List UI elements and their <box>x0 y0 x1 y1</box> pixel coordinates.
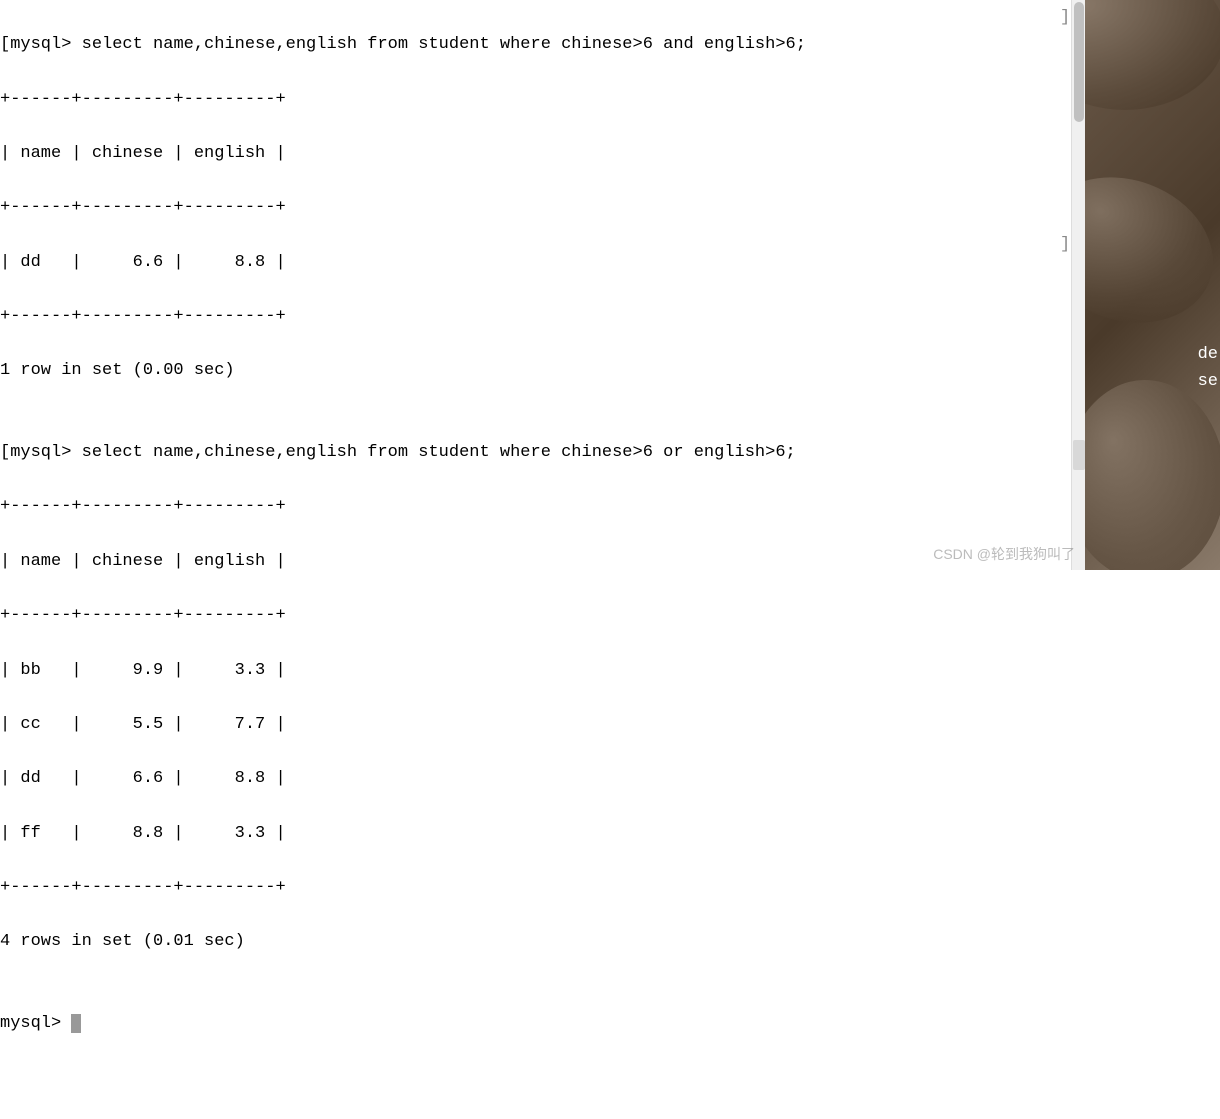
q1-header: | name | chinese | english | <box>0 140 1085 167</box>
background-panel: de se <box>1085 0 1220 570</box>
query2-line: [mysql> select name,chinese,english from… <box>0 439 1085 466</box>
prompt-open-bracket: [ <box>0 443 10 462</box>
q2-row: | dd | 6.6 | 8.8 | <box>0 765 1085 792</box>
q2-border-top: +------+---------+---------+ <box>0 493 1085 520</box>
q2-status: 4 rows in set (0.01 sec) <box>0 928 1085 955</box>
query2-sql: select name,chinese,english from student… <box>71 443 795 462</box>
prompt-open-bracket: [ <box>0 35 10 54</box>
close-bracket-icon: ] <box>1060 4 1070 31</box>
mysql-prompt: mysql> <box>10 35 71 54</box>
q1-row: | dd | 6.6 | 8.8 | <box>0 249 1085 276</box>
background-shape <box>1085 380 1220 570</box>
q2-row: | ff | 8.8 | 3.3 | <box>0 820 1085 847</box>
q1-border-top: +------+---------+---------+ <box>0 86 1085 113</box>
q2-border-bot: +------+---------+---------+ <box>0 874 1085 901</box>
query1-line: [mysql> select name,chinese,english from… <box>0 31 1085 58</box>
final-prompt-line[interactable]: mysql> <box>0 1010 1085 1037</box>
scrollbar-thumb[interactable] <box>1074 2 1084 122</box>
watermark: CSDN @轮到我狗叫了 <box>933 544 1075 564</box>
scrollbar[interactable] <box>1071 0 1085 570</box>
scrollbar-hint <box>1073 440 1085 470</box>
q1-border-bot: +------+---------+---------+ <box>0 303 1085 330</box>
q2-row: | bb | 9.9 | 3.3 | <box>0 657 1085 684</box>
close-bracket-icon: ] <box>1060 231 1070 258</box>
cursor-icon <box>71 1014 81 1033</box>
q1-border-mid: +------+---------+---------+ <box>0 194 1085 221</box>
mysql-prompt: mysql> <box>0 1014 71 1033</box>
query1-sql: select name,chinese,english from student… <box>71 35 806 54</box>
q2-border-mid: +------+---------+---------+ <box>0 602 1085 629</box>
q2-row: | cc | 5.5 | 7.7 | <box>0 711 1085 738</box>
mysql-prompt: mysql> <box>10 443 71 462</box>
terminal-output: [mysql> select name,chinese,english from… <box>0 0 1085 570</box>
q2-header: | name | chinese | english | <box>0 548 1085 575</box>
q1-status: 1 row in set (0.00 sec) <box>0 357 1085 384</box>
sidebar-text-fragment: de <box>1198 345 1218 364</box>
background-shape <box>1085 0 1220 110</box>
background-shape <box>1085 153 1220 346</box>
sidebar-text-fragment: se <box>1198 372 1218 391</box>
